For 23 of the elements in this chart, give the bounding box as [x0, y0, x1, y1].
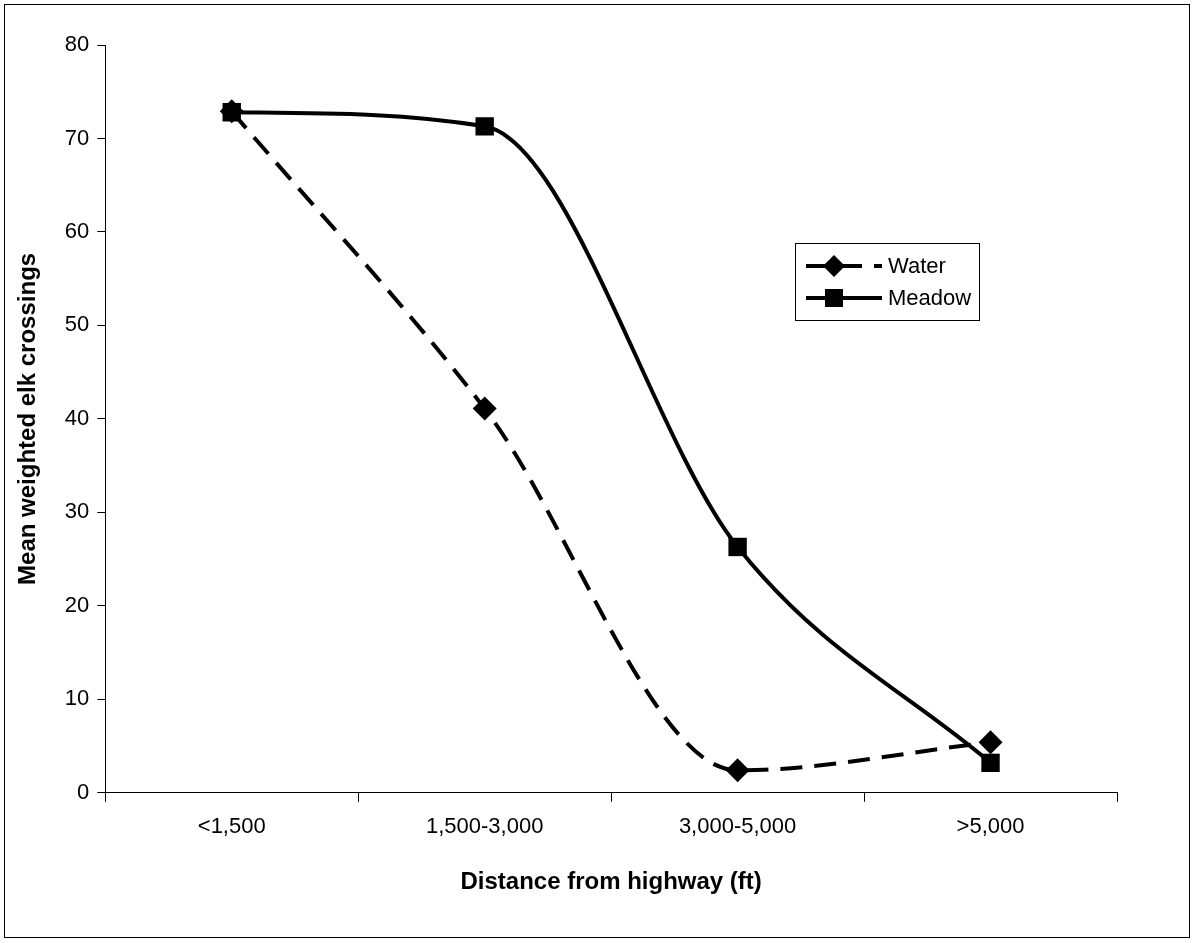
point [978, 730, 1003, 755]
y-tick-label: 20 [64, 591, 90, 617]
x-tick-label: >5,000 [956, 813, 1025, 839]
legend-label: Meadow [888, 285, 972, 311]
x-tick-label: 1,500-3,000 [425, 813, 544, 839]
x-tick-label: <1,500 [197, 813, 266, 839]
point [725, 758, 750, 783]
y-tick-label: 50 [64, 311, 90, 337]
point [981, 753, 1000, 773]
x-tick-label: 3,000-5,000 [678, 813, 797, 839]
y-tick-label: 30 [64, 498, 90, 524]
point [728, 537, 747, 557]
y-tick-label: 40 [64, 404, 90, 430]
y-axis-title: Mean weighted elk crossings [13, 252, 41, 585]
point [475, 117, 494, 136]
y-tick-label: 60 [64, 218, 90, 244]
y-tick-label: 0 [77, 778, 90, 804]
y-tick-label: 80 [64, 31, 90, 57]
y-tick-label: 70 [64, 124, 90, 150]
x-axis-title: Distance from highway (ft) [460, 867, 762, 895]
point [472, 396, 497, 421]
legend-label: Water [888, 253, 946, 279]
y-tick-label: 10 [64, 685, 90, 711]
